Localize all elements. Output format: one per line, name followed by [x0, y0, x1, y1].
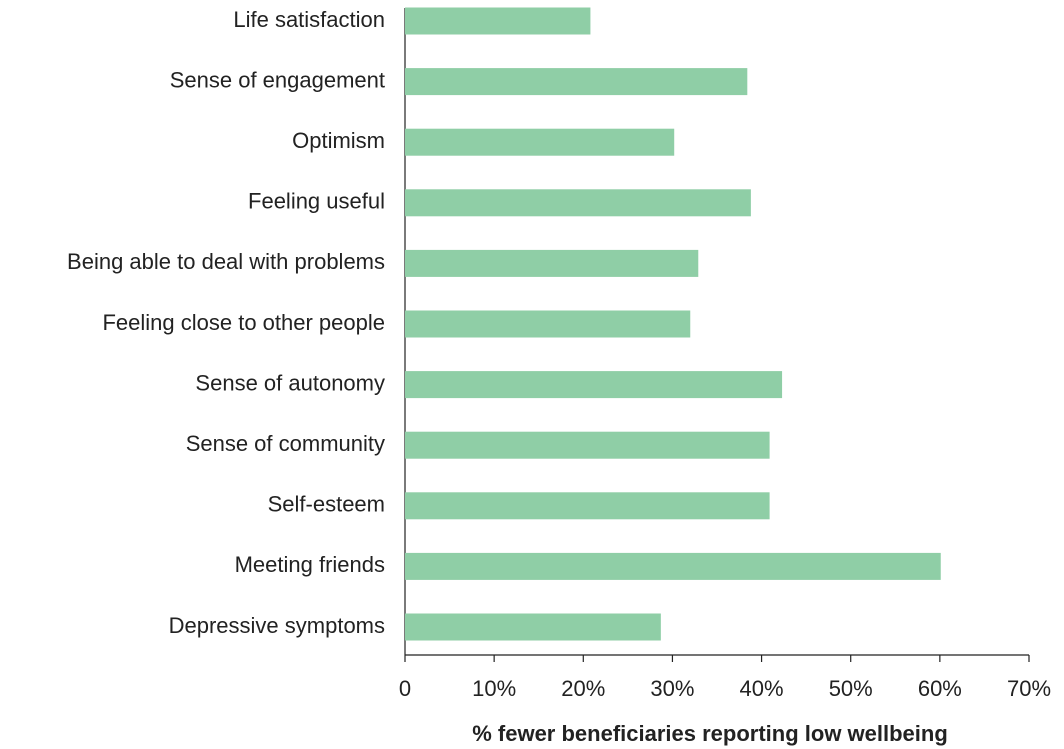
x-tick-label: 60% [918, 676, 962, 701]
y-tick-label: Meeting friends [235, 552, 385, 577]
x-axis-label: % fewer beneficiaries reporting low well… [472, 721, 948, 746]
y-tick-label: Feeling close to other people [102, 310, 385, 335]
x-tick-label: 50% [829, 676, 873, 701]
bar [405, 310, 691, 338]
bar [405, 249, 699, 277]
y-tick-label: Feeling useful [248, 189, 385, 214]
x-tick-label: 70% [1007, 676, 1051, 701]
bar [405, 189, 751, 217]
y-tick-label: Optimism [292, 128, 385, 153]
x-tick-label: 10% [472, 676, 516, 701]
bar [405, 128, 675, 156]
bar [405, 613, 661, 641]
bar [405, 492, 770, 520]
y-tick-label: Sense of autonomy [195, 370, 385, 395]
x-tick-label: 30% [650, 676, 694, 701]
bar [405, 552, 941, 580]
y-tick-label: Sense of community [186, 431, 385, 456]
y-tick-label: Life satisfaction [233, 7, 385, 32]
x-tick-label: 0 [399, 676, 411, 701]
y-tick-label: Self-esteem [268, 492, 385, 517]
bar [405, 431, 770, 459]
x-tick-label: 40% [740, 676, 784, 701]
y-tick-label: Depressive symptoms [169, 613, 385, 638]
bar [405, 7, 591, 35]
y-tick-label: Sense of engagement [170, 67, 385, 92]
x-tick-label: 20% [561, 676, 605, 701]
y-tick-label: Being able to deal with problems [67, 249, 385, 274]
bar [405, 68, 748, 96]
bar [405, 371, 783, 399]
